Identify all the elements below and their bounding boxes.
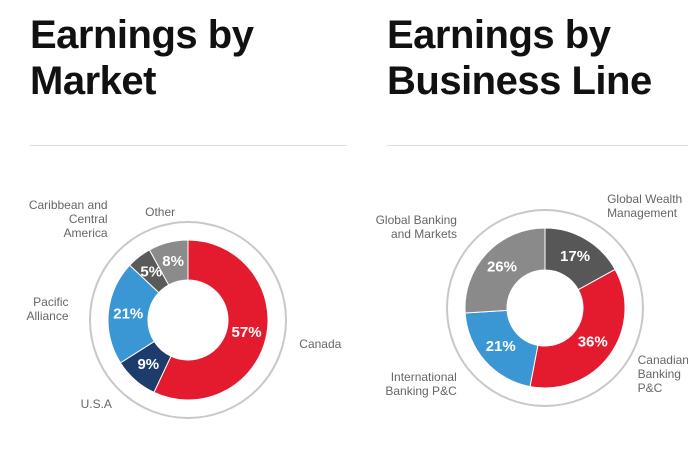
donut-segment (464, 227, 546, 314)
donut-segment (464, 309, 539, 388)
category-label: Caribbean and Central America (25, 196, 110, 241)
donut-segment (148, 239, 189, 286)
data-label: 21% (486, 338, 516, 355)
category-label: Other (143, 203, 178, 220)
category-label: Canada (297, 336, 344, 353)
category-label: U.S.A (78, 396, 114, 412)
donut-segment (153, 239, 269, 401)
chart-title: Earnings by Business Line (387, 13, 652, 103)
data-label: 9% (137, 356, 159, 373)
data-label: 21% (113, 305, 143, 322)
category-label: Canadian Banking P&C (635, 351, 688, 396)
divider (30, 145, 347, 146)
data-label: 26% (487, 259, 517, 276)
donut-segment (529, 268, 626, 389)
category-label: Pacific Alliance (0, 293, 71, 324)
data-label: 57% (232, 324, 262, 341)
data-label: 5% (140, 264, 162, 281)
chart-title: Earnings by Market (30, 13, 254, 103)
ring (89, 221, 287, 419)
category-label: Global Wealth Management (605, 191, 688, 222)
category-label: International Banking P&C (364, 369, 459, 400)
category-label: Global Banking and Markets (364, 212, 459, 243)
data-label: 8% (162, 253, 184, 270)
data-label: 17% (560, 248, 590, 265)
ring (446, 209, 644, 407)
data-label: 36% (578, 334, 608, 351)
divider (387, 145, 688, 146)
